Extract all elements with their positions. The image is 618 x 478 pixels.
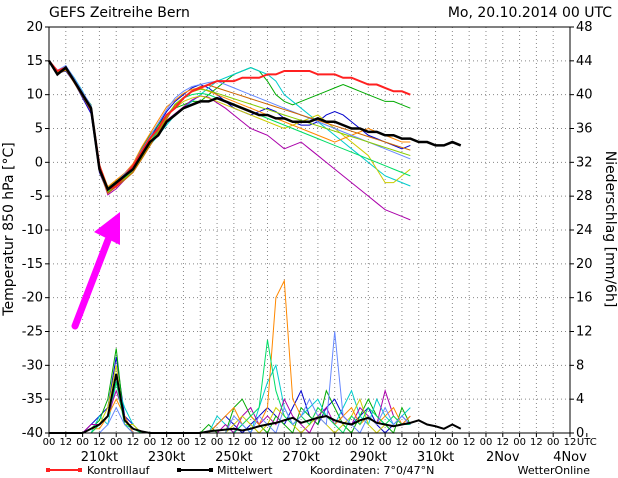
x-ticks: 00 12 00 12 00 12 00 12 00 12 00 12 00 12 00 12 00 12 00 12… — [43, 433, 597, 465]
x-date-label: 210kt — [81, 450, 118, 465]
x-date-label: 230kt — [148, 450, 185, 465]
right-tick-label: 28 — [576, 189, 593, 204]
left-tick-label: -10 — [22, 223, 43, 238]
left-tick-label: 5 — [35, 122, 43, 137]
x-hour-label: 12 — [295, 437, 308, 448]
x-hour-label: 12 — [362, 437, 375, 448]
left-tick-label: -25 — [22, 325, 43, 340]
x-hour-label: UTC — [577, 437, 597, 448]
run-date-label: Mo, 20.10.2014 00 UTC — [448, 5, 612, 21]
right-tick-label: 36 — [576, 122, 593, 137]
right-tick-label: 4 — [576, 392, 584, 407]
x-hour-label: 00 — [513, 437, 526, 448]
x-hour-label: 12 — [59, 437, 72, 448]
x-hour-label: 00 — [211, 437, 224, 448]
x-hour-label: 12 — [564, 437, 577, 448]
right-tick-label: 32 — [576, 155, 593, 170]
x-hour-label: 00 — [278, 437, 291, 448]
x-hour-label: 12 — [261, 437, 274, 448]
grid-layer — [49, 26, 571, 434]
left-tick-label: 20 — [26, 20, 43, 35]
temperature-member-line — [48, 60, 411, 195]
legend-control-marker — [46, 468, 50, 472]
x-hour-label: 12 — [194, 437, 207, 448]
x-hour-label: 00 — [480, 437, 493, 448]
left-axis-title: Temperatur 850 hPa [°C] — [1, 142, 17, 316]
arrow-shaft — [71, 236, 112, 330]
x-hour-label: 00 — [345, 437, 358, 448]
precip-mean-line — [49, 373, 462, 434]
temperature-mean-line — [47, 60, 462, 192]
legend-mean-label: Mittelwert — [217, 464, 273, 477]
left-tick-label: -5 — [30, 189, 43, 204]
brand-label: WetterOnline — [518, 464, 591, 477]
x-hour-label: 00 — [446, 437, 459, 448]
x-date-label: 250kt — [215, 450, 252, 465]
temperature-member-line — [48, 60, 411, 221]
temperature-member-line — [48, 60, 411, 193]
x-hour-label: 12 — [463, 437, 476, 448]
x-hour-label: 12 — [530, 437, 543, 448]
x-hour-label: 00 — [412, 437, 425, 448]
x-hour-label: 12 — [328, 437, 341, 448]
x-hour-label: 12 — [93, 437, 106, 448]
x-hour-label: 12 — [127, 437, 140, 448]
x-hour-label: 00 — [143, 437, 156, 448]
left-tick-label: -30 — [22, 358, 43, 373]
x-hour-label: 12 — [228, 437, 241, 448]
left-tick-label: 0 — [35, 155, 43, 170]
coordinates-label: Koordinaten: 7°0/47°N — [310, 464, 434, 477]
left-tick-label: -20 — [22, 291, 43, 306]
legend-control-label: Kontrolllauf — [87, 464, 151, 477]
left-y-ticks: 20 15 10 5 0 -5 -10 -15 -20 -25 -30 -35 -40 — [22, 20, 49, 441]
x-hour-label: 00 — [244, 437, 257, 448]
x-date-label: 310kt — [417, 450, 454, 465]
right-axis-title: Niederschlag [mm/6h] — [602, 151, 618, 308]
legend-mean-marker — [177, 468, 181, 472]
left-tick-label: 15 — [26, 54, 43, 69]
x-hour-label: 12 — [396, 437, 409, 448]
x-date-label: 270kt — [282, 450, 319, 465]
right-tick-label: 8 — [576, 358, 584, 373]
x-hour-label: 12 — [429, 437, 442, 448]
x-hour-label: 00 — [43, 437, 56, 448]
left-tick-label: 10 — [26, 88, 43, 103]
right-tick-label: 48 — [576, 20, 593, 35]
legend-mean-marker — [209, 468, 213, 472]
x-hour-label: 00 — [76, 437, 89, 448]
right-tick-label: 24 — [576, 223, 593, 238]
arrow-head — [94, 212, 120, 245]
x-hour-label: 00 — [379, 437, 392, 448]
precip-member-line — [49, 348, 411, 434]
x-date-label: 4Nov — [553, 450, 587, 465]
legend: Kontrolllauf Mittelwert Koordinaten: 7°0… — [46, 464, 590, 477]
x-hour-label: 12 — [496, 437, 509, 448]
right-tick-label: 40 — [576, 88, 593, 103]
right-tick-label: 0 — [576, 426, 584, 441]
x-hour-label: 00 — [177, 437, 190, 448]
x-hour-label: 00 — [547, 437, 560, 448]
precip-member-line — [49, 331, 411, 434]
right-tick-label: 16 — [576, 291, 593, 306]
x-date-label: 290kt — [350, 450, 387, 465]
legend-control-marker — [78, 468, 82, 472]
x-hour-label: 00 — [110, 437, 123, 448]
precipitation-series — [49, 278, 462, 434]
x-date-label: 2Nov — [486, 450, 520, 465]
temperature-member-line — [48, 60, 411, 194]
left-tick-label: -15 — [22, 257, 43, 272]
right-tick-label: 12 — [576, 325, 593, 340]
left-tick-label: -35 — [22, 392, 43, 407]
x-hour-label: 00 — [312, 437, 325, 448]
chart-title: GEFS Zeitreihe Bern — [49, 5, 190, 21]
x-hour-label: 12 — [160, 437, 173, 448]
right-tick-label: 44 — [576, 54, 593, 69]
left-tick-label: -40 — [22, 426, 43, 441]
right-tick-label: 20 — [576, 257, 593, 272]
annotation-arrow — [71, 212, 120, 330]
temperature-series — [47, 60, 462, 221]
